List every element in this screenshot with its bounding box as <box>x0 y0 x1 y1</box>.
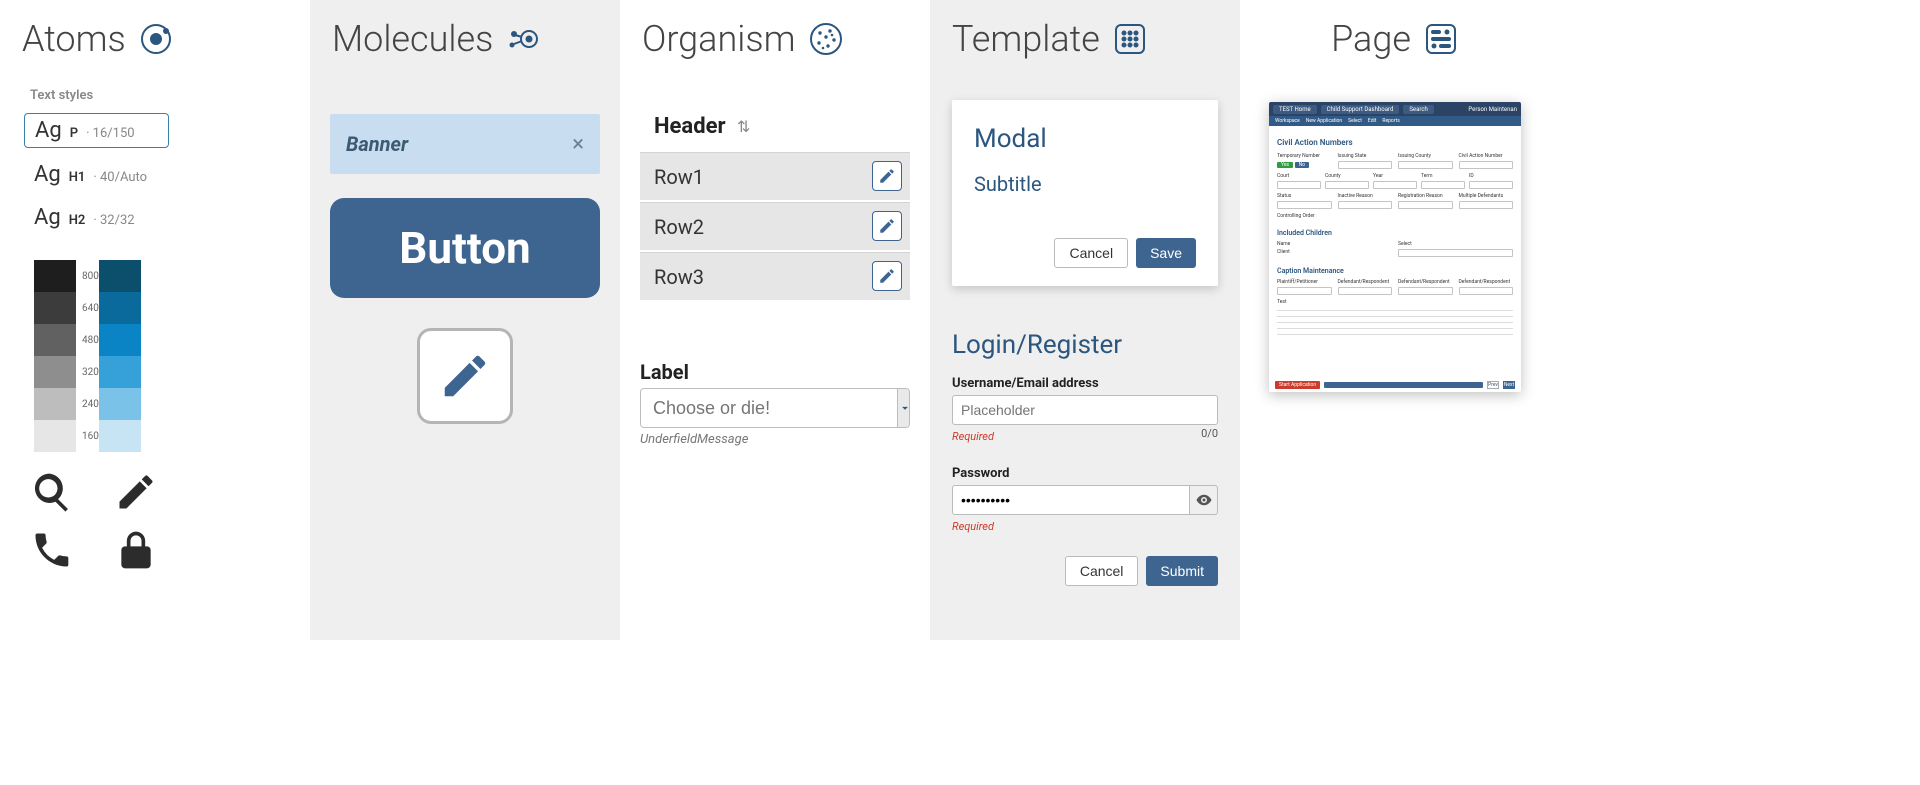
banner: Banner × <box>330 114 600 174</box>
organism-title-row: Organism <box>620 0 930 84</box>
dropdown-field: Label UnderfieldMessage <box>640 360 910 447</box>
table-header[interactable]: Header ⇅ <box>640 102 910 152</box>
lock-icon <box>114 528 158 572</box>
row-edit-button[interactable] <box>872 161 902 191</box>
pencil-icon <box>878 167 896 185</box>
dropdown-helper-text: UnderfieldMessage <box>640 432 910 447</box>
modal-title: Modal <box>974 124 1196 154</box>
table-row: Row1 <box>640 152 910 200</box>
login-cancel-button[interactable]: Cancel <box>1065 556 1139 586</box>
username-counter: 0/0 <box>1201 427 1218 440</box>
swatch-labels: 800 640 480 320 240 160 <box>82 260 99 452</box>
modal-save-button[interactable]: Save <box>1136 238 1196 268</box>
template-column: Template Modal Subtitle Cancel Save Logi… <box>930 0 1240 640</box>
pencil-icon <box>878 217 896 235</box>
template-title: Template <box>952 18 1100 60</box>
banner-close-button[interactable]: × <box>572 132 584 157</box>
text-style-h2[interactable]: Ag H2 · 32/32 <box>24 201 310 234</box>
username-field: Username/Email address Required 0/0 <box>952 376 1218 444</box>
modal: Modal Subtitle Cancel Save <box>952 100 1218 286</box>
dropdown-toggle[interactable] <box>897 389 910 427</box>
dropdown-label: Label <box>640 360 910 384</box>
atomic-design-columns: Atoms Text styles Ag P · 16/150 Ag H1 · … <box>0 0 1550 640</box>
password-label: Password <box>952 466 1218 481</box>
molecules-title: Molecules <box>332 18 493 60</box>
template-title-row: Template <box>930 0 1240 84</box>
toggle-password-visibility[interactable] <box>1190 485 1218 515</box>
organism-icon <box>808 21 844 57</box>
username-input[interactable] <box>952 395 1218 425</box>
primary-button[interactable]: Button <box>330 198 600 298</box>
edit-tile-button[interactable] <box>417 328 513 424</box>
pencil-icon <box>114 470 158 514</box>
table-row: Row3 <box>640 252 910 300</box>
eye-icon <box>1195 491 1213 509</box>
username-label: Username/Email address <box>952 376 1218 391</box>
search-icon <box>30 470 74 514</box>
pencil-icon <box>438 349 492 403</box>
pencil-icon <box>878 267 896 285</box>
molecules-title-row: Molecules <box>310 0 620 84</box>
modal-subtitle: Subtitle <box>974 172 1196 196</box>
page-thumbnail[interactable]: TEST Home Child Support Dashboard Search… <box>1269 102 1521 392</box>
atoms-column: Atoms Text styles Ag P · 16/150 Ag H1 · … <box>0 0 310 640</box>
atom-icons <box>30 470 310 572</box>
login-submit-button[interactable]: Submit <box>1146 556 1218 586</box>
text-style-h1[interactable]: Ag H1 · 40/Auto <box>24 158 310 191</box>
password-input[interactable] <box>952 485 1190 515</box>
organism-column: Organism Header ⇅ Row1 Row2 <box>620 0 930 640</box>
page-thumb-footer: Start Application Prev Next <box>1269 378 1521 392</box>
banner-text: Banner <box>346 132 408 156</box>
atoms-icon <box>138 21 174 57</box>
page-icon <box>1423 21 1459 57</box>
table-row: Row2 <box>640 202 910 250</box>
atoms-title: Atoms <box>22 18 126 60</box>
login-heading: Login/Register <box>952 330 1218 360</box>
blue-swatches <box>99 260 141 452</box>
username-required: Required <box>952 430 994 443</box>
password-required: Required <box>952 520 994 533</box>
page-title: Page <box>1331 18 1411 60</box>
organism-title: Organism <box>642 18 796 60</box>
password-field: Password Required <box>952 466 1218 534</box>
gray-swatches <box>34 260 76 452</box>
dropdown-input[interactable] <box>641 389 897 427</box>
template-icon <box>1112 21 1148 57</box>
sort-icon: ⇅ <box>737 117 750 136</box>
page-thumb-subnav: WorkspaceNew Application SelectEdit Repo… <box>1269 116 1521 126</box>
color-swatches: 800 640 480 320 240 160 <box>34 260 310 452</box>
chevron-down-icon <box>898 401 910 415</box>
row-edit-button[interactable] <box>872 211 902 241</box>
page-thumb-header: TEST Home Child Support Dashboard Search… <box>1269 102 1521 116</box>
molecules-icon <box>505 21 541 57</box>
molecules-column: Molecules Banner × Button <box>310 0 620 640</box>
page-title-row: Page <box>1240 0 1550 84</box>
modal-cancel-button[interactable]: Cancel <box>1054 238 1128 268</box>
page-column: Page TEST Home Child Support Dashboard S… <box>1240 0 1550 640</box>
row-edit-button[interactable] <box>872 261 902 291</box>
atoms-title-row: Atoms <box>0 0 310 84</box>
text-styles-heading: Text styles <box>30 88 310 103</box>
text-style-p[interactable]: Ag P · 16/150 <box>24 113 169 148</box>
phone-icon <box>30 528 74 572</box>
page-thumb-body: Civil Action Numbers Temporary Number Is… <box>1269 126 1521 378</box>
